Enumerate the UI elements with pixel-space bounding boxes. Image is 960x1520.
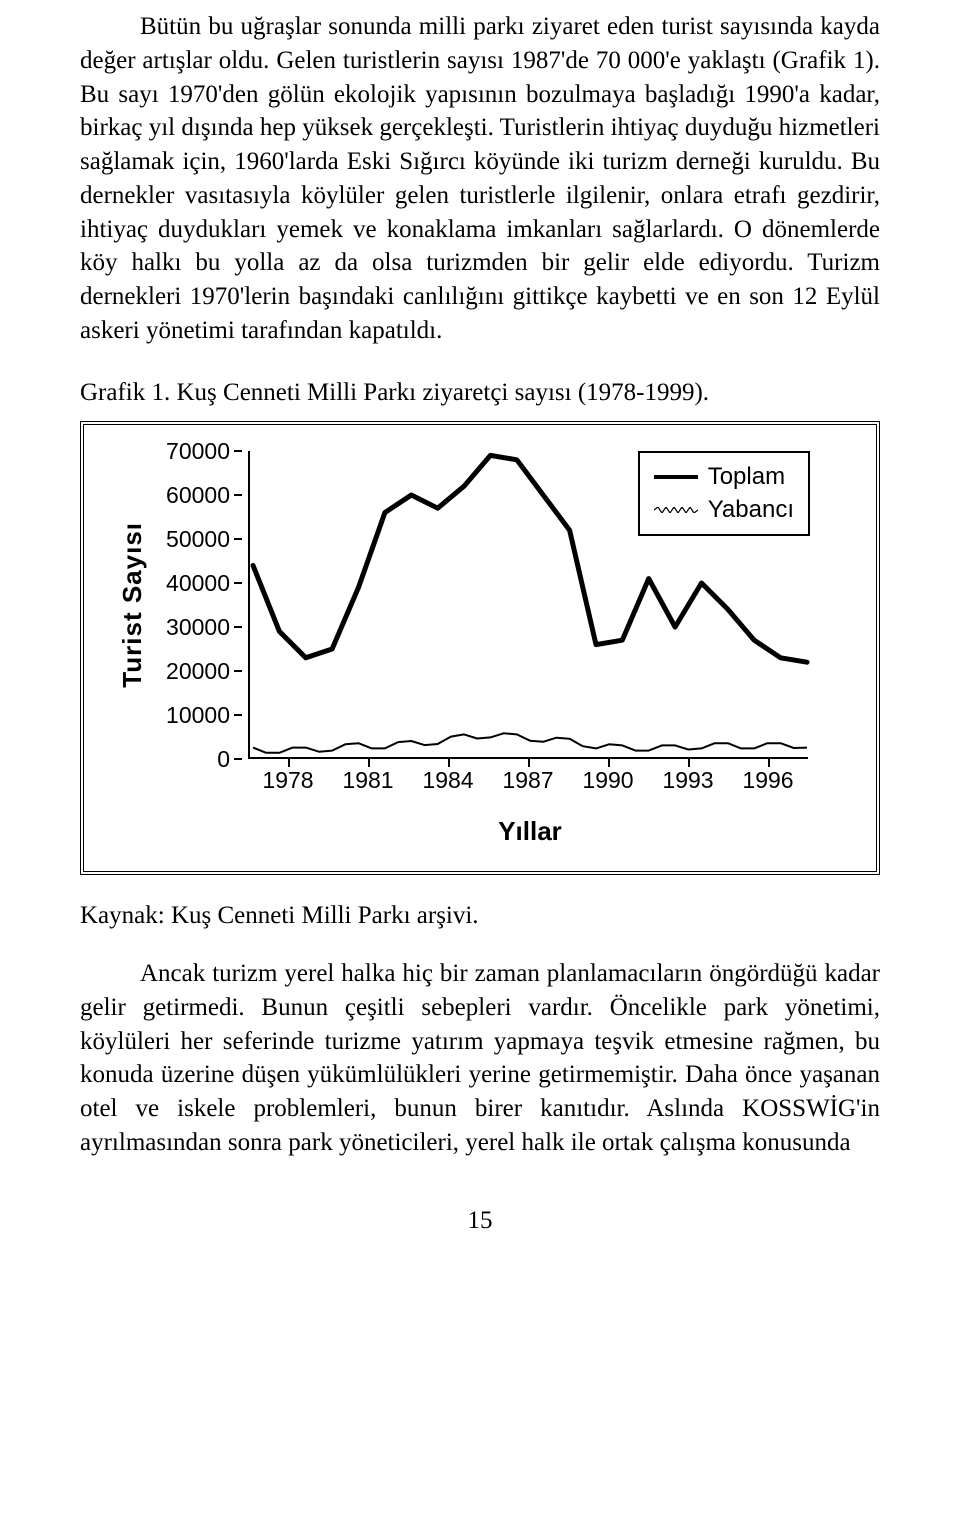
chart-legend: Toplam Yabancı [638,451,810,536]
body-paragraph-1: Bütün bu uğraşlar sonunda milli parkı zi… [80,10,880,348]
ytick-label: 60000 [166,480,230,511]
xtick-label: 1981 [328,765,408,796]
xtick-label: 1984 [408,765,488,796]
legend-swatch-solid [654,475,698,479]
chart-inner: Turist Sayısı 70000 60000 50000 40000 30… [90,431,870,865]
chart-xlabel: Yıllar [210,814,850,849]
chart-ylabel: Turist Sayısı [115,522,150,688]
ytick-label: 0 [217,744,230,775]
chart-series-yabanci [253,734,807,754]
figure-source: Kaynak: Kuş Cenneti Milli Parkı arşivi. [80,899,880,933]
ytick-label: 30000 [166,612,230,643]
page-number: 15 [80,1204,880,1238]
xtick-label: 1996 [728,765,808,796]
ytick-label: 20000 [166,656,230,687]
ytick-label: 10000 [166,700,230,731]
ytick-label: 70000 [166,436,230,467]
body-paragraph-2: Ancak turizm yerel halka hiç bir zaman p… [80,957,880,1160]
xtick-label: 1990 [568,765,648,796]
chart-frame: Turist Sayısı 70000 60000 50000 40000 30… [80,421,880,875]
legend-swatch-zigzag [654,507,698,513]
xtick-label: 1993 [648,765,728,796]
chart-yticks: 70000 60000 50000 40000 30000 20000 1000… [156,451,248,759]
chart-plot-area: Toplam Yabancı [248,451,808,759]
legend-label-yabanci: Yabancı [708,494,794,526]
xtick-label: 1978 [248,765,328,796]
ytick-label: 40000 [166,568,230,599]
legend-label-toplam: Toplam [708,461,785,493]
xtick-label: 1987 [488,765,568,796]
chart-xticks: 1978 1981 1984 1987 1990 1993 1996 [248,759,808,796]
figure-caption: Grafik 1. Kuş Cenneti Milli Parkı ziyare… [80,376,880,410]
ytick-label: 50000 [166,524,230,555]
